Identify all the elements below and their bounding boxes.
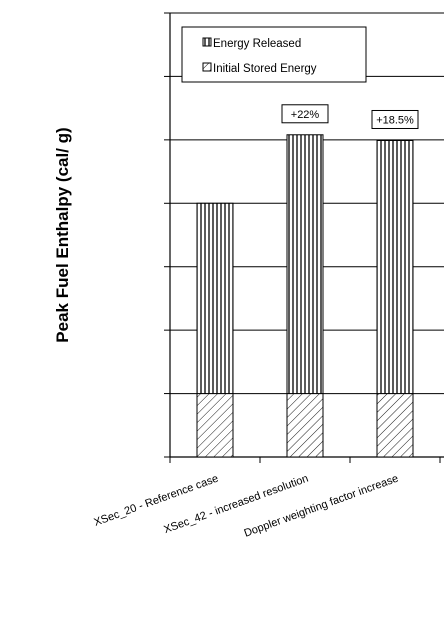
bars <box>196 134 414 458</box>
bar-initial-stored-energy <box>286 393 324 458</box>
annotation-label: +18.5% <box>376 114 414 126</box>
legend-label-initial-stored-energy: Initial Stored Energy <box>213 63 317 75</box>
bar-initial-stored-energy <box>376 393 414 458</box>
legend: Energy Released Initial Stored Energy <box>181 26 367 83</box>
annotation-box <box>371 109 419 129</box>
legend-label-energy-released: Energy Released <box>213 38 301 50</box>
legend-box <box>181 26 367 83</box>
legend-swatch-initial-stored-energy <box>202 62 212 72</box>
x-tick-label: XSec_42 - increased resolution <box>162 473 310 537</box>
bar-energy-released <box>376 139 414 395</box>
x-tick-label: Doppler weighting factor increase <box>243 473 401 540</box>
y-axis-label: Peak Fuel Enthalpy (cal/ g) <box>53 127 72 342</box>
annotation-box <box>281 104 329 124</box>
bar-energy-released <box>196 202 234 395</box>
bar-energy-released <box>286 134 324 395</box>
legend-swatch-energy-released <box>202 37 212 47</box>
bar-initial-stored-energy <box>196 393 234 458</box>
annotations: +22% +18.5% <box>281 104 419 129</box>
annotation-label: +22% <box>291 109 320 121</box>
